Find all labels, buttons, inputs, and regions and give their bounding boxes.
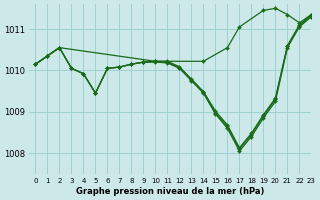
X-axis label: Graphe pression niveau de la mer (hPa): Graphe pression niveau de la mer (hPa) (76, 187, 265, 196)
